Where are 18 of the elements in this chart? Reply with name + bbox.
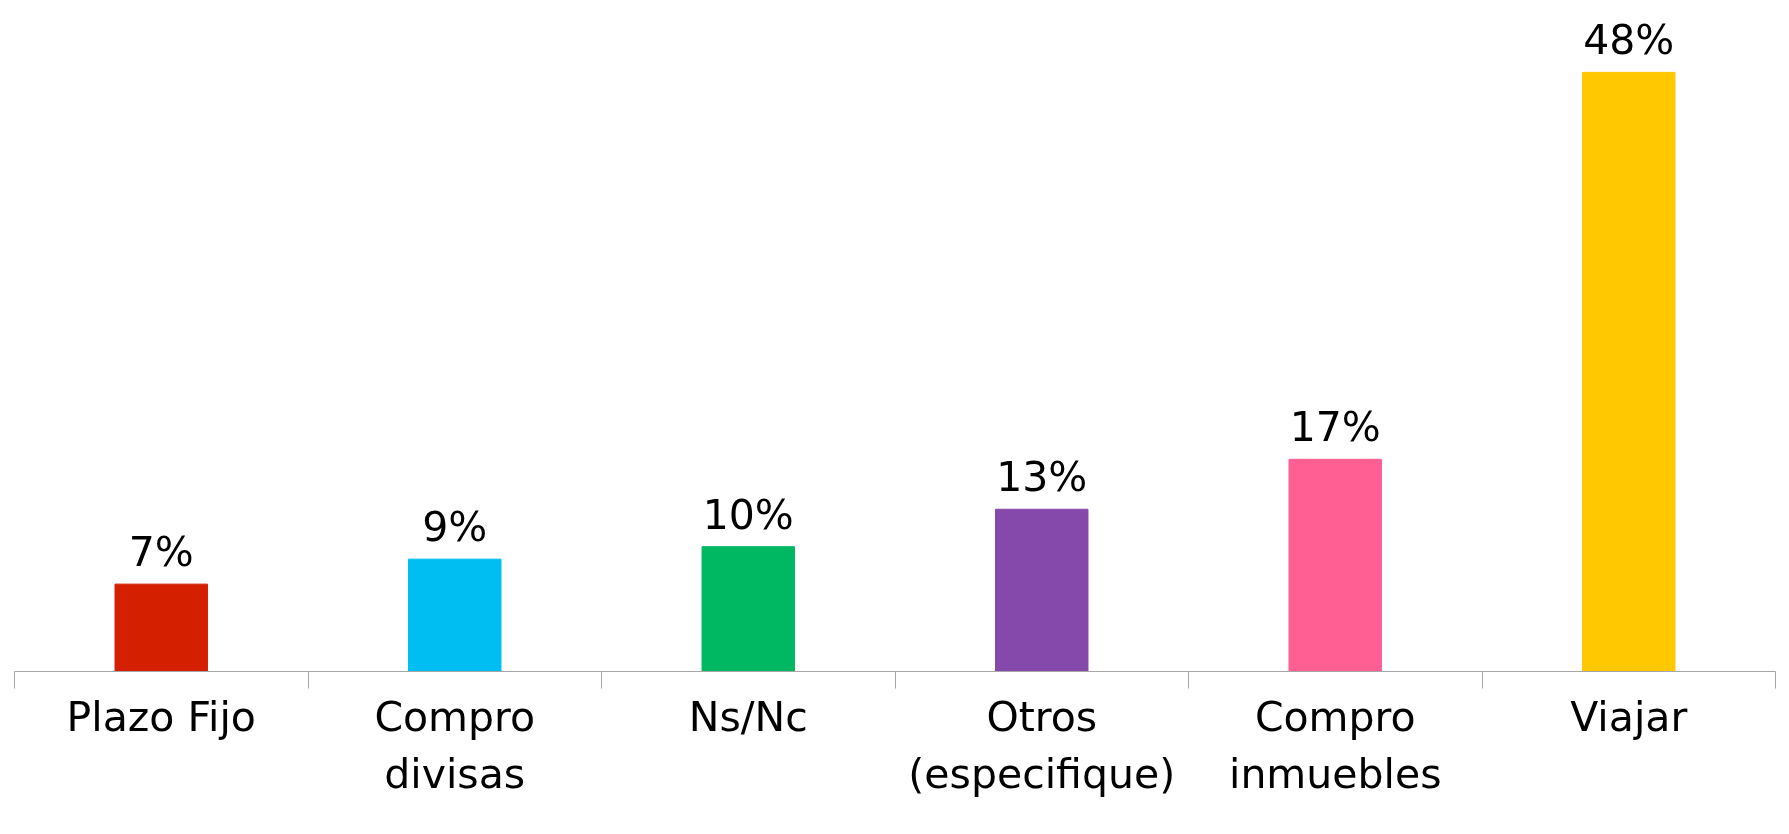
bar <box>408 558 502 672</box>
data-label: 13% <box>996 453 1088 502</box>
bar <box>1288 458 1382 672</box>
bar <box>1582 71 1676 672</box>
x-tick-label: Compro divisas <box>374 692 536 799</box>
data-label: 17% <box>1289 403 1381 452</box>
data-label: 10% <box>702 490 794 539</box>
x-tick-label: Otros (especifique) <box>908 692 1176 799</box>
x-tick-label: Compro inmuebles <box>1228 692 1442 799</box>
bar <box>114 583 208 672</box>
x-tick-label: Ns/Nc <box>688 692 808 741</box>
data-label: 9% <box>422 503 488 552</box>
x-tick-label: Plazo Fijo <box>66 692 256 741</box>
x-tick-label: Viajar <box>1570 692 1688 741</box>
data-label: 48% <box>1583 16 1675 65</box>
data-label: 7% <box>128 528 194 577</box>
bar <box>995 508 1089 672</box>
bar <box>701 546 795 672</box>
